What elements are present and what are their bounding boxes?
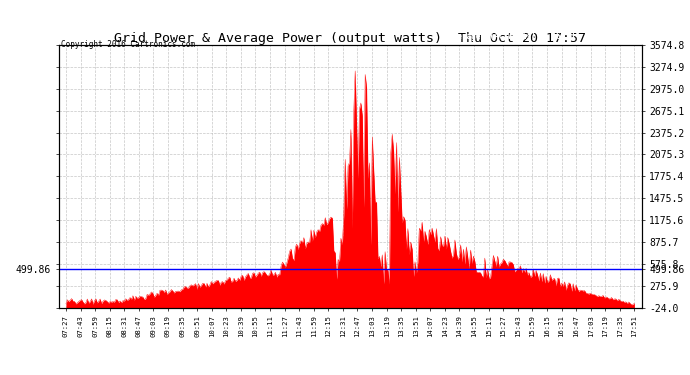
Text: Average  (AC Watts): Average (AC Watts) — [448, 32, 535, 41]
Title: Grid Power & Average Power (output watts)  Thu Oct 20 17:57: Grid Power & Average Power (output watts… — [114, 32, 586, 45]
Text: Grid  (AC Watts): Grid (AC Watts) — [556, 32, 630, 41]
Text: Copyright 2016 Cartronics.com: Copyright 2016 Cartronics.com — [61, 40, 195, 49]
